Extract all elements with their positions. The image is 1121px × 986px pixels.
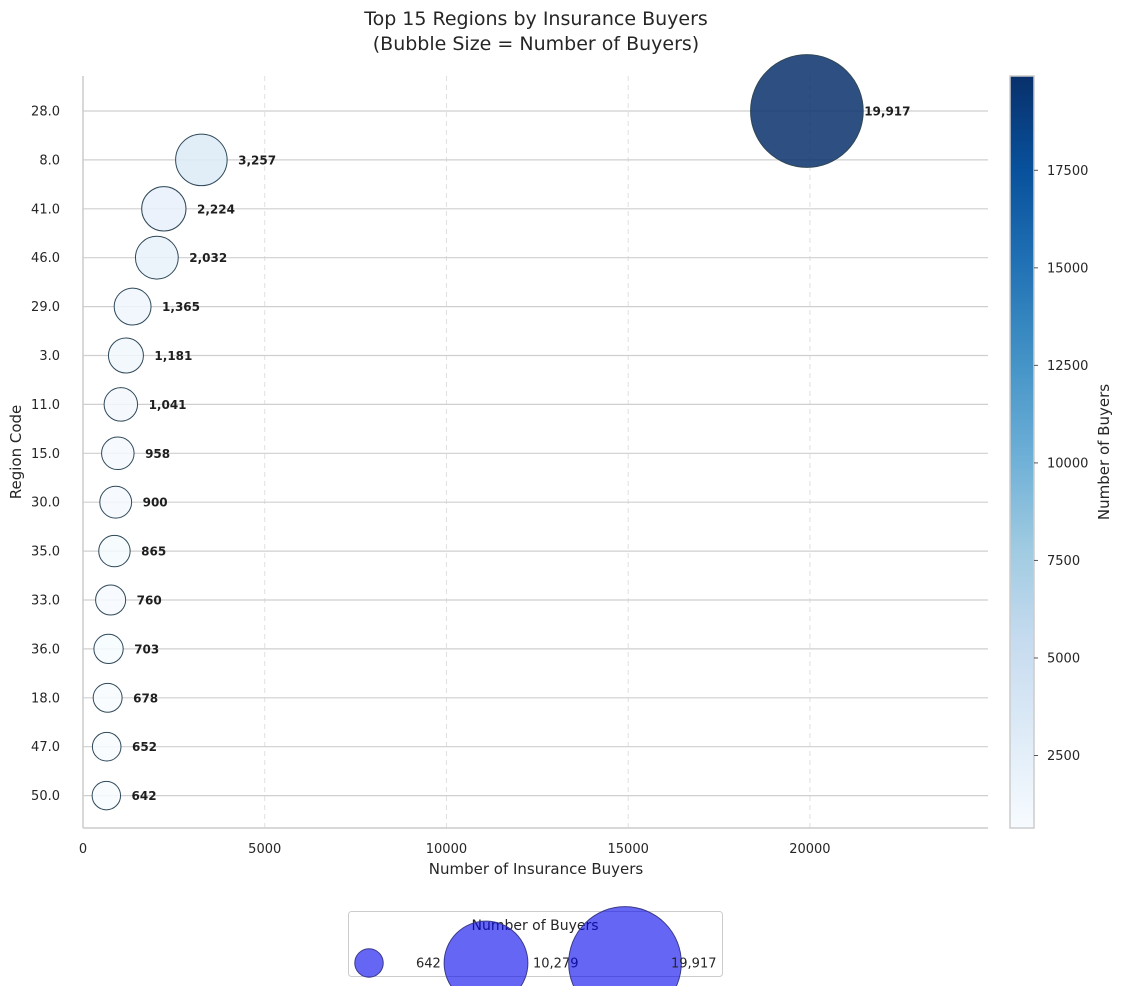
bubble xyxy=(175,133,228,187)
plot-area: 0 5000 10000 15000 20000 28.0 8.0 41.0 46.0 29.0… xyxy=(31,54,988,857)
data-label: 3,257 xyxy=(238,153,276,167)
size-legend: Number of Buyers 642 10,279 19,917 xyxy=(348,906,723,986)
data-label: 900 xyxy=(143,496,168,510)
size-legend-label: 10,279 xyxy=(533,957,579,972)
bubble xyxy=(93,633,124,665)
y-tick-labels: 28.0 8.0 41.0 46.0 29.0 3.0 11.0 15.0 30.0 35.0 33… xyxy=(31,105,60,805)
bubble xyxy=(107,337,144,374)
size-legend-items: 642 10,279 19,917 xyxy=(354,906,717,986)
data-label: 2,032 xyxy=(189,251,227,265)
chart-title-line-2: (Bubble Size = Number of Buyers) xyxy=(373,33,699,55)
bubble xyxy=(95,584,127,616)
colorbar-tick-label: 12500 xyxy=(1047,359,1088,374)
data-label: 678 xyxy=(133,691,158,705)
y-tick-label: 50.0 xyxy=(31,789,60,804)
y-tick-label: 35.0 xyxy=(31,545,60,560)
size-legend-label: 642 xyxy=(416,957,441,972)
colorbar-tick-label: 10000 xyxy=(1047,456,1088,471)
colorbar: 2500 5000 7500 10000 12500 15000 17500 Number … xyxy=(1009,75,1113,829)
y-tick-label: 11.0 xyxy=(31,398,60,413)
bubbles xyxy=(91,54,864,811)
y-tick-label: 46.0 xyxy=(31,251,60,266)
bubble xyxy=(103,387,139,422)
colorbar-tick-label: 5000 xyxy=(1047,651,1080,666)
bubble xyxy=(91,731,122,762)
y-tick-label: 33.0 xyxy=(31,594,60,609)
y-tick-label: 30.0 xyxy=(31,496,60,511)
data-label: 642 xyxy=(132,789,157,803)
x-axis-label: Number of Insurance Buyers xyxy=(429,860,644,878)
y-tick-label: 8.0 xyxy=(39,153,60,168)
data-label: 760 xyxy=(137,594,162,608)
y-axis-label: Region Code xyxy=(7,405,25,500)
y-tick-label: 15.0 xyxy=(31,447,60,462)
y-tick-label: 41.0 xyxy=(31,202,60,217)
data-label: 1,365 xyxy=(162,300,200,314)
data-label: 2,224 xyxy=(197,202,235,216)
data-label: 1,041 xyxy=(149,398,187,412)
y-tick-label: 3.0 xyxy=(39,349,60,364)
bubble xyxy=(92,682,123,713)
x-tick-label: 5000 xyxy=(248,842,281,857)
y-grid xyxy=(83,110,988,797)
x-tick-label: 20000 xyxy=(789,842,830,857)
colorbar-tick-labels: 2500 5000 7500 10000 12500 15000 17500 xyxy=(1034,164,1088,764)
size-legend-label: 19,917 xyxy=(671,957,717,972)
bubble xyxy=(99,485,133,519)
colorbar-label: Number of Buyers xyxy=(1095,384,1113,520)
x-tick-label: 10000 xyxy=(426,842,467,857)
colorbar-gradient xyxy=(1009,75,1035,829)
bubble xyxy=(101,436,135,471)
bubble xyxy=(98,534,131,568)
x-tick-label: 0 xyxy=(79,842,87,857)
chart-title-line-1: Top 15 Regions by Insurance Buyers xyxy=(363,8,708,30)
bubble xyxy=(134,235,179,280)
bubble xyxy=(113,287,152,326)
x-grid xyxy=(264,76,811,828)
data-label: 703 xyxy=(134,642,159,656)
x-tick-label: 15000 xyxy=(608,842,649,857)
data-labels: 19,917 3,257 2,224 2,032 1,365 1,181 1,041 958 9… xyxy=(132,105,911,804)
x-tick-labels: 0 5000 10000 15000 20000 xyxy=(79,842,831,857)
data-label: 958 xyxy=(145,447,170,461)
data-label: 865 xyxy=(141,545,166,559)
size-legend-bubble xyxy=(354,948,384,978)
colorbar-tick-label: 7500 xyxy=(1047,554,1080,569)
bubble xyxy=(141,186,187,232)
y-tick-label: 36.0 xyxy=(31,642,60,657)
y-tick-label: 28.0 xyxy=(31,105,60,120)
colorbar-tick-label: 15000 xyxy=(1047,261,1088,276)
y-tick-label: 47.0 xyxy=(31,740,60,755)
data-label: 652 xyxy=(132,740,157,754)
y-tick-label: 18.0 xyxy=(31,691,60,706)
y-tick-label: 29.0 xyxy=(31,300,60,315)
size-legend-bubble xyxy=(568,906,682,986)
data-label: 1,181 xyxy=(154,349,192,363)
colorbar-tick-label: 17500 xyxy=(1047,164,1088,179)
colorbar-tick-label: 2500 xyxy=(1047,749,1080,764)
bubble xyxy=(750,54,864,168)
size-legend-bubble xyxy=(443,920,529,986)
data-label: 19,917 xyxy=(864,105,910,119)
bubble xyxy=(91,780,122,811)
